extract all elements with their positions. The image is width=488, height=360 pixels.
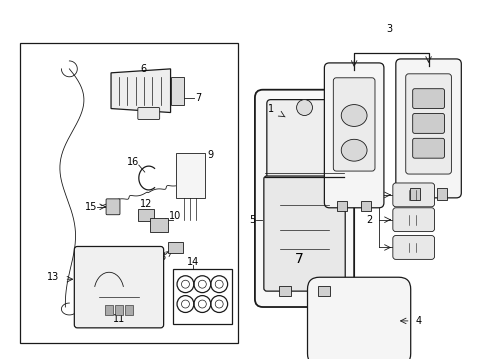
FancyBboxPatch shape (392, 183, 434, 207)
Ellipse shape (341, 139, 366, 161)
Text: 7: 7 (195, 93, 201, 103)
Polygon shape (111, 69, 170, 113)
Bar (360, 201, 370, 211)
Bar (175, 153, 205, 198)
Bar (278, 286, 290, 296)
FancyBboxPatch shape (392, 235, 434, 260)
Text: 5: 5 (248, 215, 255, 225)
Text: 1: 1 (267, 104, 273, 113)
Text: 14: 14 (187, 257, 199, 267)
FancyBboxPatch shape (333, 78, 374, 171)
FancyBboxPatch shape (307, 277, 410, 360)
FancyBboxPatch shape (266, 100, 342, 179)
Text: 9: 9 (207, 150, 213, 160)
Bar (337, 201, 346, 211)
Text: 12: 12 (139, 199, 152, 209)
Text: 13: 13 (47, 272, 60, 282)
Text: 15: 15 (85, 202, 97, 212)
Text: 6: 6 (141, 64, 146, 74)
Bar (170, 77, 184, 105)
FancyBboxPatch shape (106, 199, 120, 215)
Bar (124, 305, 133, 315)
Text: 2: 2 (365, 215, 371, 225)
Bar (138, 209, 153, 221)
FancyBboxPatch shape (395, 59, 460, 198)
Text: 11: 11 (113, 314, 125, 324)
Bar (172, 269, 232, 324)
Text: 3: 3 (385, 24, 391, 34)
FancyBboxPatch shape (74, 247, 163, 328)
FancyBboxPatch shape (264, 176, 345, 291)
Bar (409, 188, 419, 200)
FancyBboxPatch shape (254, 90, 353, 307)
Bar (318, 286, 330, 296)
Bar (149, 218, 167, 231)
Ellipse shape (341, 105, 366, 126)
FancyBboxPatch shape (412, 89, 444, 109)
Text: 8: 8 (159, 252, 165, 262)
Text: 7: 7 (295, 252, 304, 266)
Text: 4: 4 (415, 316, 421, 326)
FancyBboxPatch shape (324, 63, 383, 208)
Bar (105, 305, 113, 315)
Text: 16: 16 (126, 157, 139, 167)
FancyBboxPatch shape (405, 74, 450, 174)
Bar (167, 242, 183, 253)
Bar (437, 188, 447, 200)
FancyBboxPatch shape (412, 113, 444, 133)
FancyBboxPatch shape (138, 108, 160, 120)
FancyBboxPatch shape (392, 208, 434, 231)
Circle shape (296, 100, 312, 116)
Bar (20, 43, 238, 343)
FancyBboxPatch shape (412, 138, 444, 158)
Text: 10: 10 (169, 211, 181, 221)
Bar (115, 305, 122, 315)
